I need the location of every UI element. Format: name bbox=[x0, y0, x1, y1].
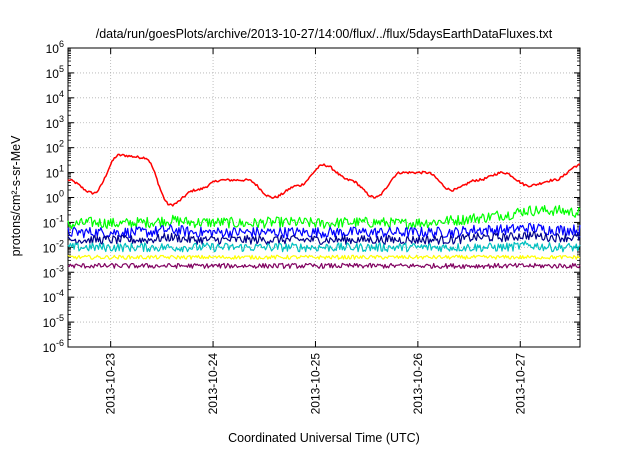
y-tick-label-base: 10 bbox=[46, 117, 60, 131]
y-tick-label: 10-3 bbox=[43, 263, 64, 280]
y-tick-label-exponent: -6 bbox=[56, 338, 64, 348]
series-line bbox=[67, 222, 581, 239]
x-tick-label: 2013-10-26 bbox=[411, 353, 425, 415]
series-line bbox=[67, 230, 581, 245]
y-tick-label-exponent: 5 bbox=[59, 64, 64, 74]
x-tick-label: 2013-10-23 bbox=[104, 353, 118, 415]
series-line bbox=[67, 153, 581, 207]
y-tick-label-base: 10 bbox=[43, 291, 57, 305]
series-line bbox=[67, 240, 581, 253]
series-line bbox=[67, 204, 581, 230]
y-tick-label: 10-4 bbox=[43, 288, 64, 305]
y-tick-label: 100 bbox=[46, 189, 64, 206]
y-tick-label-base: 10 bbox=[46, 67, 60, 81]
series-lines bbox=[67, 153, 581, 269]
y-tick-label: 101 bbox=[46, 164, 64, 181]
y-tick-label: 106 bbox=[46, 39, 64, 56]
y-tick-label-exponent: 0 bbox=[59, 189, 64, 199]
y-tick-label-base: 10 bbox=[43, 241, 57, 255]
y-tick-label-exponent: 6 bbox=[59, 39, 64, 49]
y-tick-label: 10-2 bbox=[43, 238, 64, 255]
y-tick-label-exponent: 2 bbox=[59, 139, 64, 149]
y-tick-label-exponent: -4 bbox=[56, 288, 64, 298]
chart-title: /data/run/goesPlots/archive/2013-10-27/1… bbox=[96, 27, 553, 41]
x-tick-label: 2013-10-27 bbox=[513, 353, 527, 415]
y-tick-label: 105 bbox=[46, 64, 64, 81]
y-tick-label-base: 10 bbox=[46, 92, 60, 106]
y-tick-label-exponent: 4 bbox=[59, 89, 64, 99]
y-tick-label-exponent: -1 bbox=[56, 213, 64, 223]
y-tick-label-base: 10 bbox=[46, 192, 60, 206]
y-tick-label: 10-6 bbox=[43, 338, 64, 355]
y-tick-label-exponent: -5 bbox=[56, 313, 64, 323]
y-tick-label-base: 10 bbox=[46, 42, 60, 56]
axes: 10-610-510-410-310-210-11001011021031041… bbox=[43, 39, 581, 415]
y-tick-label: 10-5 bbox=[43, 313, 64, 330]
series-line bbox=[67, 254, 581, 260]
grid-lines bbox=[68, 48, 580, 347]
y-tick-label-exponent: 3 bbox=[59, 114, 64, 124]
y-tick-label-base: 10 bbox=[43, 341, 57, 355]
y-tick-label-base: 10 bbox=[43, 316, 57, 330]
y-tick-label: 104 bbox=[46, 89, 64, 106]
y-tick-label-base: 10 bbox=[43, 266, 57, 280]
y-tick-label-base: 10 bbox=[46, 167, 60, 181]
y-tick-label: 103 bbox=[46, 114, 64, 131]
x-tick-label: 2013-10-24 bbox=[206, 353, 220, 415]
x-axis-label: Coordinated Universal Time (UTC) bbox=[228, 431, 420, 445]
y-tick-label-base: 10 bbox=[43, 216, 57, 230]
y-tick-label-base: 10 bbox=[46, 142, 60, 156]
y-tick-label: 10-1 bbox=[43, 213, 64, 230]
y-tick-label: 102 bbox=[46, 139, 64, 156]
y-tick-label-exponent: -3 bbox=[56, 263, 64, 273]
plot-frame bbox=[67, 47, 581, 348]
y-axis-label: protons/cm²-s-sr-MeV bbox=[9, 135, 23, 257]
series-line bbox=[67, 262, 581, 269]
y-tick-label-exponent: 1 bbox=[59, 164, 64, 174]
y-tick-label-exponent: -2 bbox=[56, 238, 64, 248]
x-tick-label: 2013-10-25 bbox=[308, 353, 322, 415]
